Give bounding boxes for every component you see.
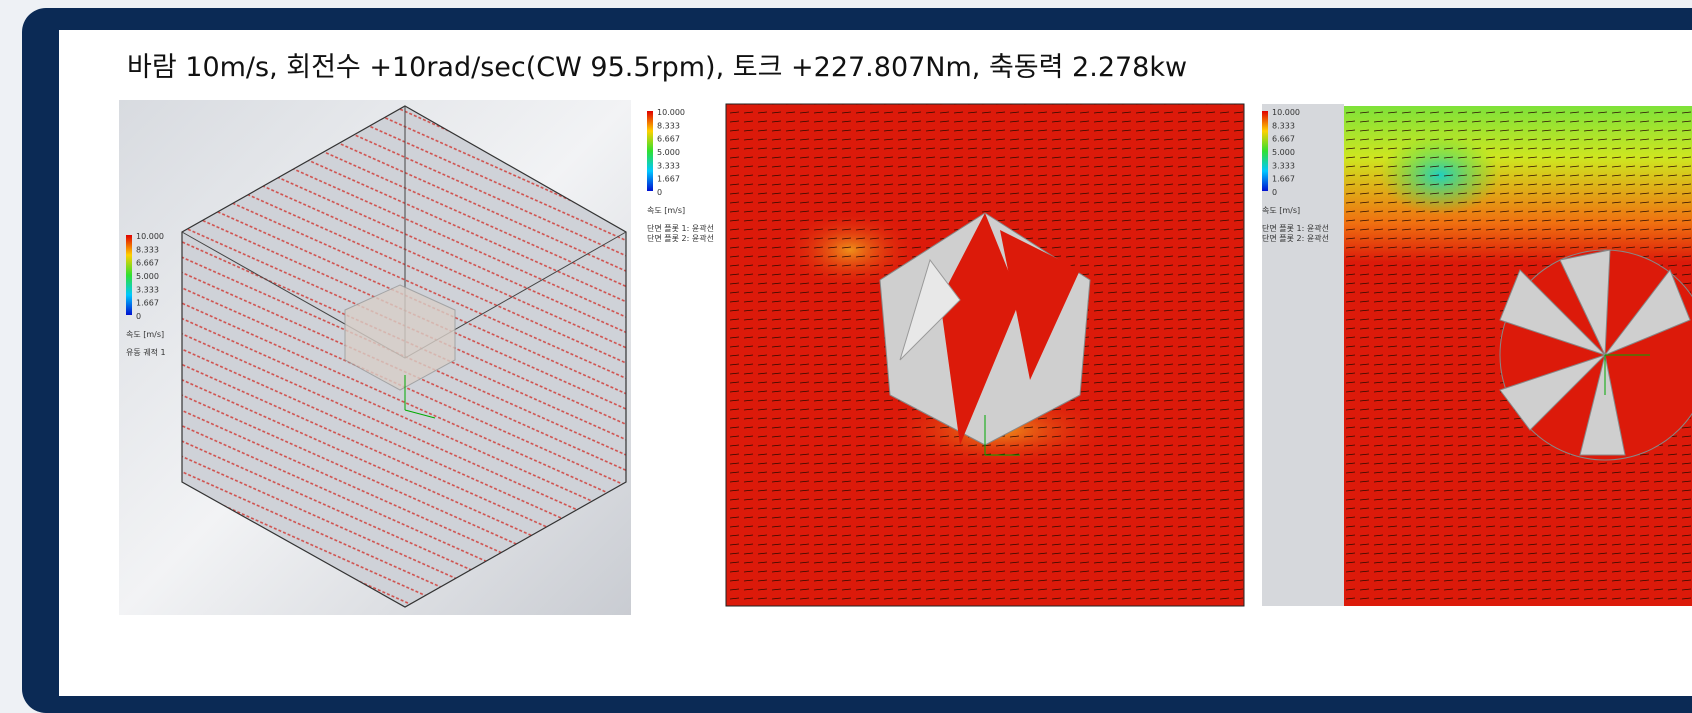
legend-tick: 5.000 bbox=[1272, 148, 1295, 157]
legend-tick: 3.333 bbox=[657, 161, 680, 170]
legend-tick: 8.333 bbox=[1272, 121, 1295, 130]
legend-tick: 0 bbox=[657, 188, 662, 197]
legend-tick: 0 bbox=[136, 312, 141, 321]
legend-tick: 6.667 bbox=[657, 135, 680, 144]
legend-tick: 8.333 bbox=[136, 245, 159, 254]
legend-tick: 10.000 bbox=[1272, 108, 1300, 117]
legend-tick: 8.333 bbox=[657, 121, 680, 130]
legend-tick: 1.667 bbox=[657, 175, 680, 184]
legend-unit: 속도 [m/s] bbox=[1262, 206, 1300, 215]
color-bar bbox=[647, 111, 653, 191]
legend-tick: 10.000 bbox=[136, 232, 164, 241]
legend-note: 유동 궤적 1 bbox=[126, 347, 166, 357]
legend-tick: 10.000 bbox=[657, 108, 685, 117]
legend-tick: 6.667 bbox=[1272, 135, 1295, 144]
legend-tick: 5.000 bbox=[657, 148, 680, 157]
title: 바람 10m/s, 회전수 +10rad/sec(CW 95.5rpm), 토크… bbox=[127, 52, 1187, 83]
color-bar bbox=[1262, 111, 1268, 191]
legend-tick: 1.667 bbox=[136, 299, 159, 308]
flow-trajectory-image bbox=[119, 100, 631, 615]
section-plot-2 bbox=[1262, 104, 1692, 606]
legend-tick: 3.333 bbox=[1272, 161, 1295, 170]
section-plot-1 bbox=[725, 103, 1245, 607]
color-bar bbox=[126, 235, 132, 315]
legend-tick: 1.667 bbox=[1272, 175, 1295, 184]
legend-note: 단면 플롯 1: 윤곽선 bbox=[647, 223, 714, 233]
legend-tick: 0 bbox=[1272, 188, 1277, 197]
legend-unit: 속도 [m/s] bbox=[647, 206, 685, 215]
legend-note: 단면 플롯 2: 윤곽선 bbox=[1262, 233, 1329, 243]
legend-note: 단면 플롯 1: 윤곽선 bbox=[1262, 223, 1329, 233]
legend-unit: 속도 [m/s] bbox=[126, 330, 164, 339]
legend-note: 단면 플롯 2: 윤곽선 bbox=[647, 233, 714, 243]
legend-tick: 3.333 bbox=[136, 285, 159, 294]
legend-tick: 6.667 bbox=[136, 259, 159, 268]
legend-tick: 5.000 bbox=[136, 272, 159, 281]
